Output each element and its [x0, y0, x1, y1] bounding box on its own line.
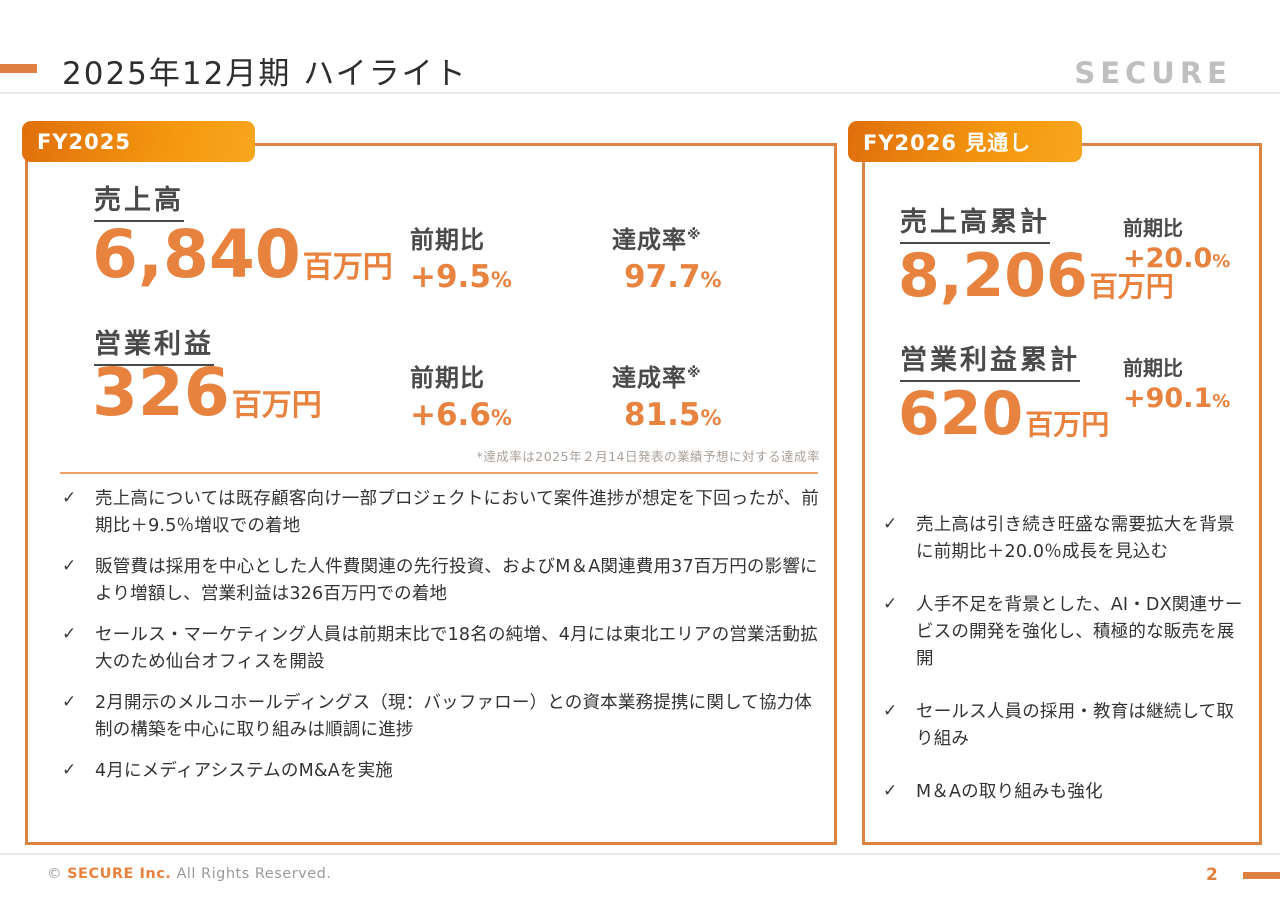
cum-op-yoy-stat: 前期比 +90.1% — [1123, 352, 1230, 414]
sales-achievement-suffix: % — [700, 268, 722, 292]
bullet-item: ✓ 売上高は引き続き旺盛な需要拡大を背景に前期比＋20.0％成長を見込む — [883, 512, 1249, 566]
op-yoy-stat: 前期比 +6.6% — [410, 358, 512, 433]
op-yoy-number: +6.6 — [410, 397, 491, 433]
bullet-item: ✓ M＆Aの取り組みも強化 — [883, 779, 1249, 806]
op-yoy-suffix: % — [490, 406, 512, 430]
copyright: © SECURE Inc. All Rights Reserved. — [47, 866, 331, 882]
check-icon: ✓ — [883, 780, 898, 801]
footer-divider — [0, 853, 1280, 855]
bullet-text: 2月開示のメルコホールディングス（現：バッファロー）との資本業務提携に関して協力… — [95, 692, 813, 740]
sales-achievement-label: 達成率※ — [612, 220, 722, 255]
sales-achievement-number: 97.7 — [624, 259, 701, 295]
sales-achievement-stat: 達成率※ 97.7% — [612, 220, 722, 295]
cum-op-yoy-label: 前期比 — [1123, 356, 1183, 380]
company-logo: SECURE — [1074, 56, 1232, 90]
check-icon: ✓ — [883, 593, 898, 614]
check-icon: ✓ — [883, 700, 898, 721]
section-divider — [60, 472, 818, 474]
op-achievement-number: 81.5 — [624, 397, 701, 433]
cum-sales-yoy-number: +20.0 — [1123, 243, 1213, 274]
achievement-footnote: *達成率は2025年２月14日発表の業績予想に対する達成率 — [476, 449, 820, 464]
check-icon: ✓ — [62, 488, 77, 508]
bullet-text: 人手不足を背景とした、AI・DX関連サービスの開発を強化し、積極的な販売を展開 — [916, 594, 1243, 669]
cum-sales-yoy-value: +20.0% — [1123, 243, 1230, 274]
fy2025-tab: FY2025 — [22, 121, 255, 162]
bullet-item: ✓ 4月にメディアシステムのM&Aを実施 — [62, 758, 822, 785]
sales-yoy-value: +9.5% — [410, 259, 512, 295]
check-icon: ✓ — [62, 691, 77, 712]
check-icon: ✓ — [62, 555, 77, 576]
bullet-text: セールス人員の採用・教育は継続して取り組み — [916, 701, 1235, 749]
op-achievement-suffix: % — [700, 406, 722, 430]
bullet-item: ✓ セールス・マーケティング人員は前期末比で18名の純増、4月には東北エリアの営… — [62, 622, 822, 676]
cum-sales-amount: 8,206 — [898, 241, 1088, 311]
cum-op-yoy-value: +90.1% — [1123, 383, 1230, 414]
op-achievement-note: ※ — [687, 365, 702, 381]
op-achievement-label: 達成率※ — [612, 358, 722, 393]
sales-amount: 6,840 — [92, 216, 301, 293]
bullet-text: 売上高については既存顧客向け一部プロジェクトにおいて案件進捗が想定を下回ったが、… — [95, 489, 819, 536]
op-achievement-stat: 達成率※ 81.5% — [612, 358, 722, 433]
cum-sales-yoy-stat: 前期比 +20.0% — [1123, 212, 1230, 274]
sales-yoy-label: 前期比 — [410, 226, 485, 254]
fy2026-tab-label: FY2026 見通し — [863, 130, 1032, 155]
bullet-text: 販管費は採用を中心とした人件費関連の先行投資、およびM＆A関連費用37百万円の影… — [95, 556, 818, 604]
copyright-rights: All Rights Reserved. — [176, 866, 332, 882]
bullet-item: ✓ セールス人員の採用・教育は継続して取り組み — [883, 699, 1249, 753]
page-number: 2 — [1206, 865, 1218, 885]
op-value: 326 百万円 — [92, 360, 322, 426]
sales-achievement-label-text: 達成率 — [612, 226, 687, 254]
cum-sales-label: 売上高累計 — [900, 200, 1050, 244]
sales-label: 売上高 — [94, 178, 184, 222]
fy2026-bullet-list: ✓ 売上高は引き続き旺盛な需要拡大を背景に前期比＋20.0％成長を見込む ✓ 人… — [883, 512, 1249, 832]
cum-sales-unit: 百万円 — [1089, 270, 1174, 303]
bullet-item: ✓ 2月開示のメルコホールディングス（現：バッファロー）との資本業務提携に関して… — [62, 690, 822, 744]
check-icon: ✓ — [62, 623, 77, 644]
op-amount: 326 — [92, 354, 230, 431]
cum-op-unit: 百万円 — [1025, 408, 1110, 441]
op-label: 営業利益 — [94, 322, 214, 366]
bullet-item: ✓ 販管費は採用を中心とした人件費関連の先行投資、およびM＆A関連費用37百万円… — [62, 554, 822, 608]
footer-accent-dash — [1243, 872, 1280, 879]
fy2026-tab: FY2026 見通し — [848, 121, 1082, 162]
bullet-item: ✓ 売上高については既存顧客向け一部プロジェクトにおいて案件進捗が想定を下回った… — [62, 486, 822, 540]
sales-achievement-note: ※ — [687, 227, 702, 243]
check-icon: ✓ — [883, 514, 898, 534]
cum-sales-yoy-suffix: % — [1212, 251, 1231, 272]
sales-unit: 百万円 — [302, 250, 393, 285]
fy2025-tab-label: FY2025 — [37, 129, 131, 154]
sales-yoy-stat: 前期比 +9.5% — [410, 220, 512, 295]
cum-op-yoy-suffix: % — [1212, 391, 1231, 412]
fy2025-bullet-list: ✓ 売上高については既存顧客向け一部プロジェクトにおいて案件進捗が想定を下回った… — [62, 486, 822, 798]
bullet-text: セールス・マーケティング人員は前期末比で18名の純増、4月には東北エリアの営業活… — [95, 624, 818, 672]
copyright-symbol: © — [47, 866, 62, 882]
cum-op-yoy-number: +90.1 — [1123, 383, 1213, 414]
page-title: 2025年12月期 ハイライト — [62, 56, 468, 92]
cum-op-value: 620 百万円 — [898, 384, 1109, 444]
fy2025-panel: 売上高 6,840 百万円 前期比 +9.5% 達成率※ 97.7% 営業利益 … — [25, 143, 837, 845]
header-divider — [0, 92, 1280, 94]
bullet-text: 売上高は引き続き旺盛な需要拡大を背景に前期比＋20.0％成長を見込む — [916, 515, 1235, 562]
cum-sales-yoy-label: 前期比 — [1123, 216, 1183, 240]
cum-sales-value: 8,206 百万円 — [898, 246, 1174, 306]
sales-yoy-number: +9.5 — [410, 259, 491, 295]
op-achievement-label-text: 達成率 — [612, 364, 687, 392]
cum-op-amount: 620 — [898, 379, 1024, 449]
op-yoy-label: 前期比 — [410, 364, 485, 392]
op-achievement-value: 81.5% — [612, 397, 722, 433]
sales-achievement-value: 97.7% — [612, 259, 722, 295]
cum-op-label: 営業利益累計 — [900, 338, 1080, 382]
sales-value: 6,840 百万円 — [92, 222, 393, 288]
op-unit: 百万円 — [231, 388, 322, 423]
fy2026-panel: 売上高累計 前期比 +20.0% 8,206 百万円 営業利益累計 前期比 +9… — [862, 143, 1262, 845]
bullet-text: M＆Aの取り組みも強化 — [916, 781, 1103, 802]
sales-yoy-suffix: % — [490, 268, 512, 292]
header-accent-dash — [0, 64, 37, 73]
copyright-company: SECURE Inc. — [67, 866, 172, 882]
op-yoy-value: +6.6% — [410, 397, 512, 433]
check-icon: ✓ — [62, 759, 77, 780]
bullet-text: 4月にメディアシステムのM&Aを実施 — [95, 760, 393, 781]
bullet-item: ✓ 人手不足を背景とした、AI・DX関連サービスの開発を強化し、積極的な販売を展… — [883, 592, 1249, 673]
